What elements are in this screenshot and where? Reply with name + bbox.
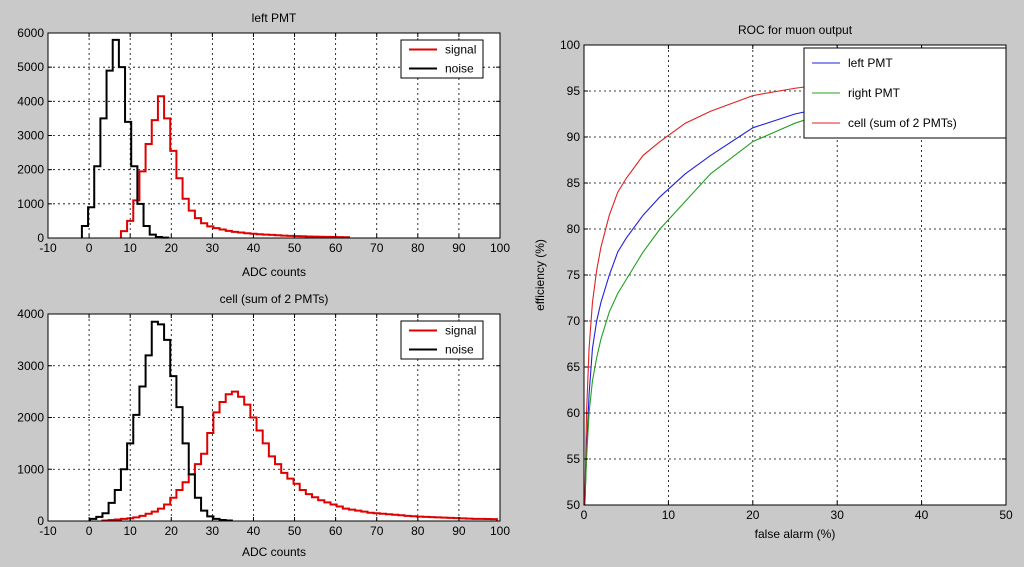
legend-label: cell (sum of 2 PMTs): [848, 116, 957, 130]
y-tick-label: 100: [560, 38, 580, 52]
x-tick-label: 100: [490, 524, 510, 538]
y-tick-label: 0: [37, 514, 44, 528]
x-tick-label: 10: [662, 508, 676, 522]
series-line-noise: [89, 320, 233, 522]
y-tick-label: 5000: [17, 60, 44, 74]
y-tick-label: 6000: [17, 26, 44, 40]
x-tick-label: 80: [411, 524, 425, 538]
x-tick-label: 0: [86, 524, 93, 538]
y-tick-label: 4000: [17, 94, 44, 108]
x-tick-label: 20: [165, 524, 179, 538]
x-tick-label: 50: [288, 524, 302, 538]
y-tick-label: 50: [567, 498, 581, 512]
legend-box: [400, 39, 484, 79]
y-tick-label: 95: [567, 84, 581, 98]
legend-label: noise: [445, 62, 474, 76]
panel-left-pmt: left PMT ADC counts -10 0 10 20 30 40 50 60 70 80…: [17, 11, 510, 279]
grid: [584, 45, 1006, 505]
y-tick-label: 4000: [17, 307, 44, 321]
x-tick-label: 20: [746, 508, 760, 522]
x-tick-label: -10: [39, 241, 57, 255]
y-axis-label: efficiency (%): [533, 239, 547, 311]
x-tick-label: 60: [329, 241, 343, 255]
x-tick-label: 80: [411, 241, 425, 255]
legend-label: signal: [445, 43, 476, 57]
legend: left PMT right PMT cell (sum of 2 PMTs): [803, 47, 1007, 139]
legend-label: signal: [445, 324, 476, 338]
chart-title: left PMT: [252, 11, 297, 25]
x-tick-label: 40: [247, 241, 261, 255]
legend-label: noise: [445, 343, 474, 357]
y-tick-label: 85: [567, 176, 581, 190]
x-tick-label: 60: [329, 524, 343, 538]
y-tick-label: 70: [567, 314, 581, 328]
x-tick-label: 90: [452, 241, 466, 255]
y-tick-label: 60: [567, 406, 581, 420]
x-tick-label: 40: [915, 508, 929, 522]
legend-box: [400, 320, 484, 360]
x-tick-label: 70: [370, 524, 384, 538]
panel-roc: ROC for muon output false alarm (%) effi…: [533, 23, 1013, 541]
x-tick-label: 50: [288, 241, 302, 255]
x-tick-label: 30: [831, 508, 845, 522]
x-axis-label: ADC counts: [242, 545, 306, 559]
legend-label: right PMT: [848, 86, 901, 100]
x-tick-label: 10: [124, 524, 138, 538]
y-tick-label: 75: [567, 268, 581, 282]
chart-title: ROC for muon output: [738, 23, 853, 37]
series-line-signal: [119, 95, 350, 239]
y-tick-label: 65: [567, 360, 581, 374]
panel-cell-sum: cell (sum of 2 PMTs) ADC counts -10 0 10 20…: [17, 292, 510, 559]
x-tick-label: 0: [581, 508, 588, 522]
x-tick-label: 90: [452, 524, 466, 538]
y-tick-label: 2000: [17, 411, 44, 425]
x-tick-label: 100: [490, 241, 510, 255]
y-tick-label: 0: [37, 231, 44, 245]
x-tick-label: 40: [247, 524, 261, 538]
y-tick-label: 2000: [17, 163, 44, 177]
y-tick-label: 1000: [17, 462, 44, 476]
x-tick-label: 30: [206, 524, 220, 538]
x-axis-label: ADC counts: [242, 265, 306, 279]
y-tick-label: 3000: [17, 359, 44, 373]
legend-label: left PMT: [848, 56, 893, 70]
x-tick-label: 70: [370, 241, 384, 255]
y-tick-label: 55: [567, 452, 581, 466]
x-tick-label: 20: [165, 241, 179, 255]
y-tick-label: 1000: [17, 197, 44, 211]
y-tick-label: 80: [567, 222, 581, 236]
x-tick-label: 10: [124, 241, 138, 255]
chart-title: cell (sum of 2 PMTs): [220, 292, 329, 306]
legend: signal noise: [400, 320, 484, 360]
series-line-noise: [80, 38, 170, 239]
legend: signal noise: [400, 39, 484, 79]
x-tick-label: 50: [999, 508, 1013, 522]
x-axis-label: false alarm (%): [755, 527, 836, 541]
y-tick-label: 90: [567, 130, 581, 144]
x-tick-label: -10: [39, 524, 57, 538]
x-tick-label: 30: [206, 241, 220, 255]
x-tick-label: 0: [86, 241, 93, 255]
y-tick-label: 3000: [17, 129, 44, 143]
series-line-signal: [101, 390, 498, 522]
